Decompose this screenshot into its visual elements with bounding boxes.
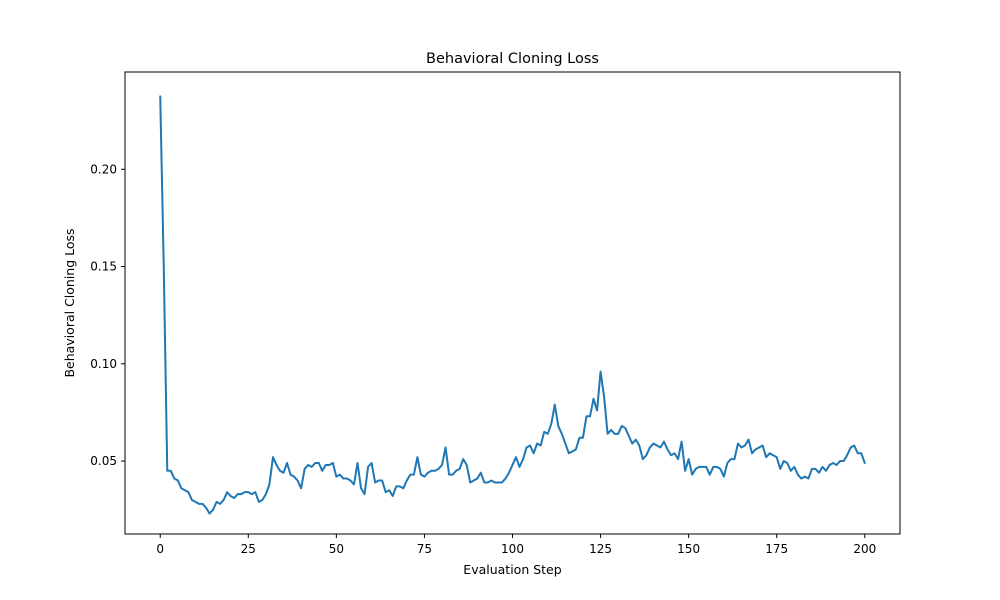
x-tick-label: 50: [329, 542, 344, 556]
x-axis-ticks: 0 25 50 75 100 125 150 175 200: [156, 534, 876, 556]
x-tick-label: 200: [853, 542, 876, 556]
x-tick-label: 75: [417, 542, 432, 556]
y-tick-label: 0.05: [90, 454, 117, 468]
y-axis-label: Behavioral Cloning Loss: [62, 228, 77, 377]
x-tick-label: 25: [241, 542, 256, 556]
y-axis-ticks: 0.05 0.10 0.15 0.20: [90, 162, 125, 468]
chart-title: Behavioral Cloning Loss: [426, 51, 599, 67]
y-tick-label: 0.10: [90, 357, 117, 371]
x-tick-label: 125: [589, 542, 612, 556]
x-tick-label: 0: [156, 542, 164, 556]
x-tick-label: 100: [501, 542, 524, 556]
x-axis-label: Evaluation Step: [463, 562, 561, 577]
series-line: [159, 95, 866, 515]
x-tick-label: 150: [677, 542, 700, 556]
y-tick-label: 0.15: [90, 260, 117, 274]
x-tick-label: 175: [765, 542, 788, 556]
y-tick-label: 0.20: [90, 162, 117, 176]
